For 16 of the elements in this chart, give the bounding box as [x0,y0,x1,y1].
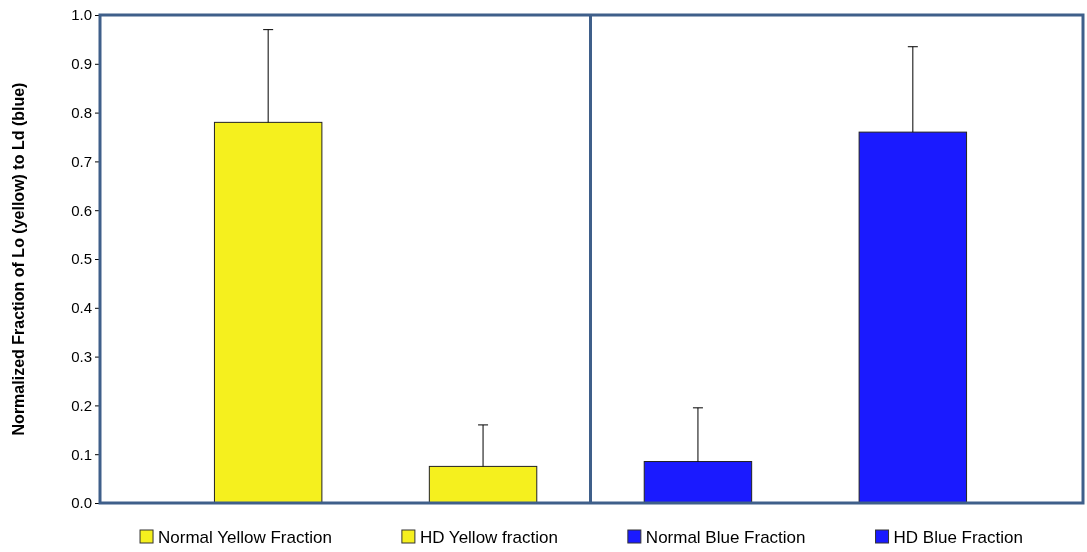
legend-label: Normal Blue Fraction [645,528,806,547]
y-tick-label: 0.1 [71,445,92,463]
y-tick-label: 0.8 [71,103,92,121]
y-tick-label: 0.0 [71,494,92,512]
legend-label: Normal Yellow Fraction [158,528,332,547]
y-tick-label: 0.4 [71,299,92,317]
y-tick-label: 0.9 [71,55,92,73]
y-tick-label: 0.3 [71,347,92,365]
y-tick-label: 0.5 [71,250,92,268]
y-tick-label: 0.6 [71,201,92,219]
legend-label: HD Blue Fraction [893,528,1023,547]
y-tick-label: 0.2 [71,396,92,414]
y-tick-label: 0.7 [71,152,92,170]
legend-label: HD Yellow fraction [419,528,558,547]
y-tick-label: 1.0 [71,6,92,24]
y-axis-title: Normalized Fraction of Lo (yellow) to Ld (blue) [10,82,27,436]
